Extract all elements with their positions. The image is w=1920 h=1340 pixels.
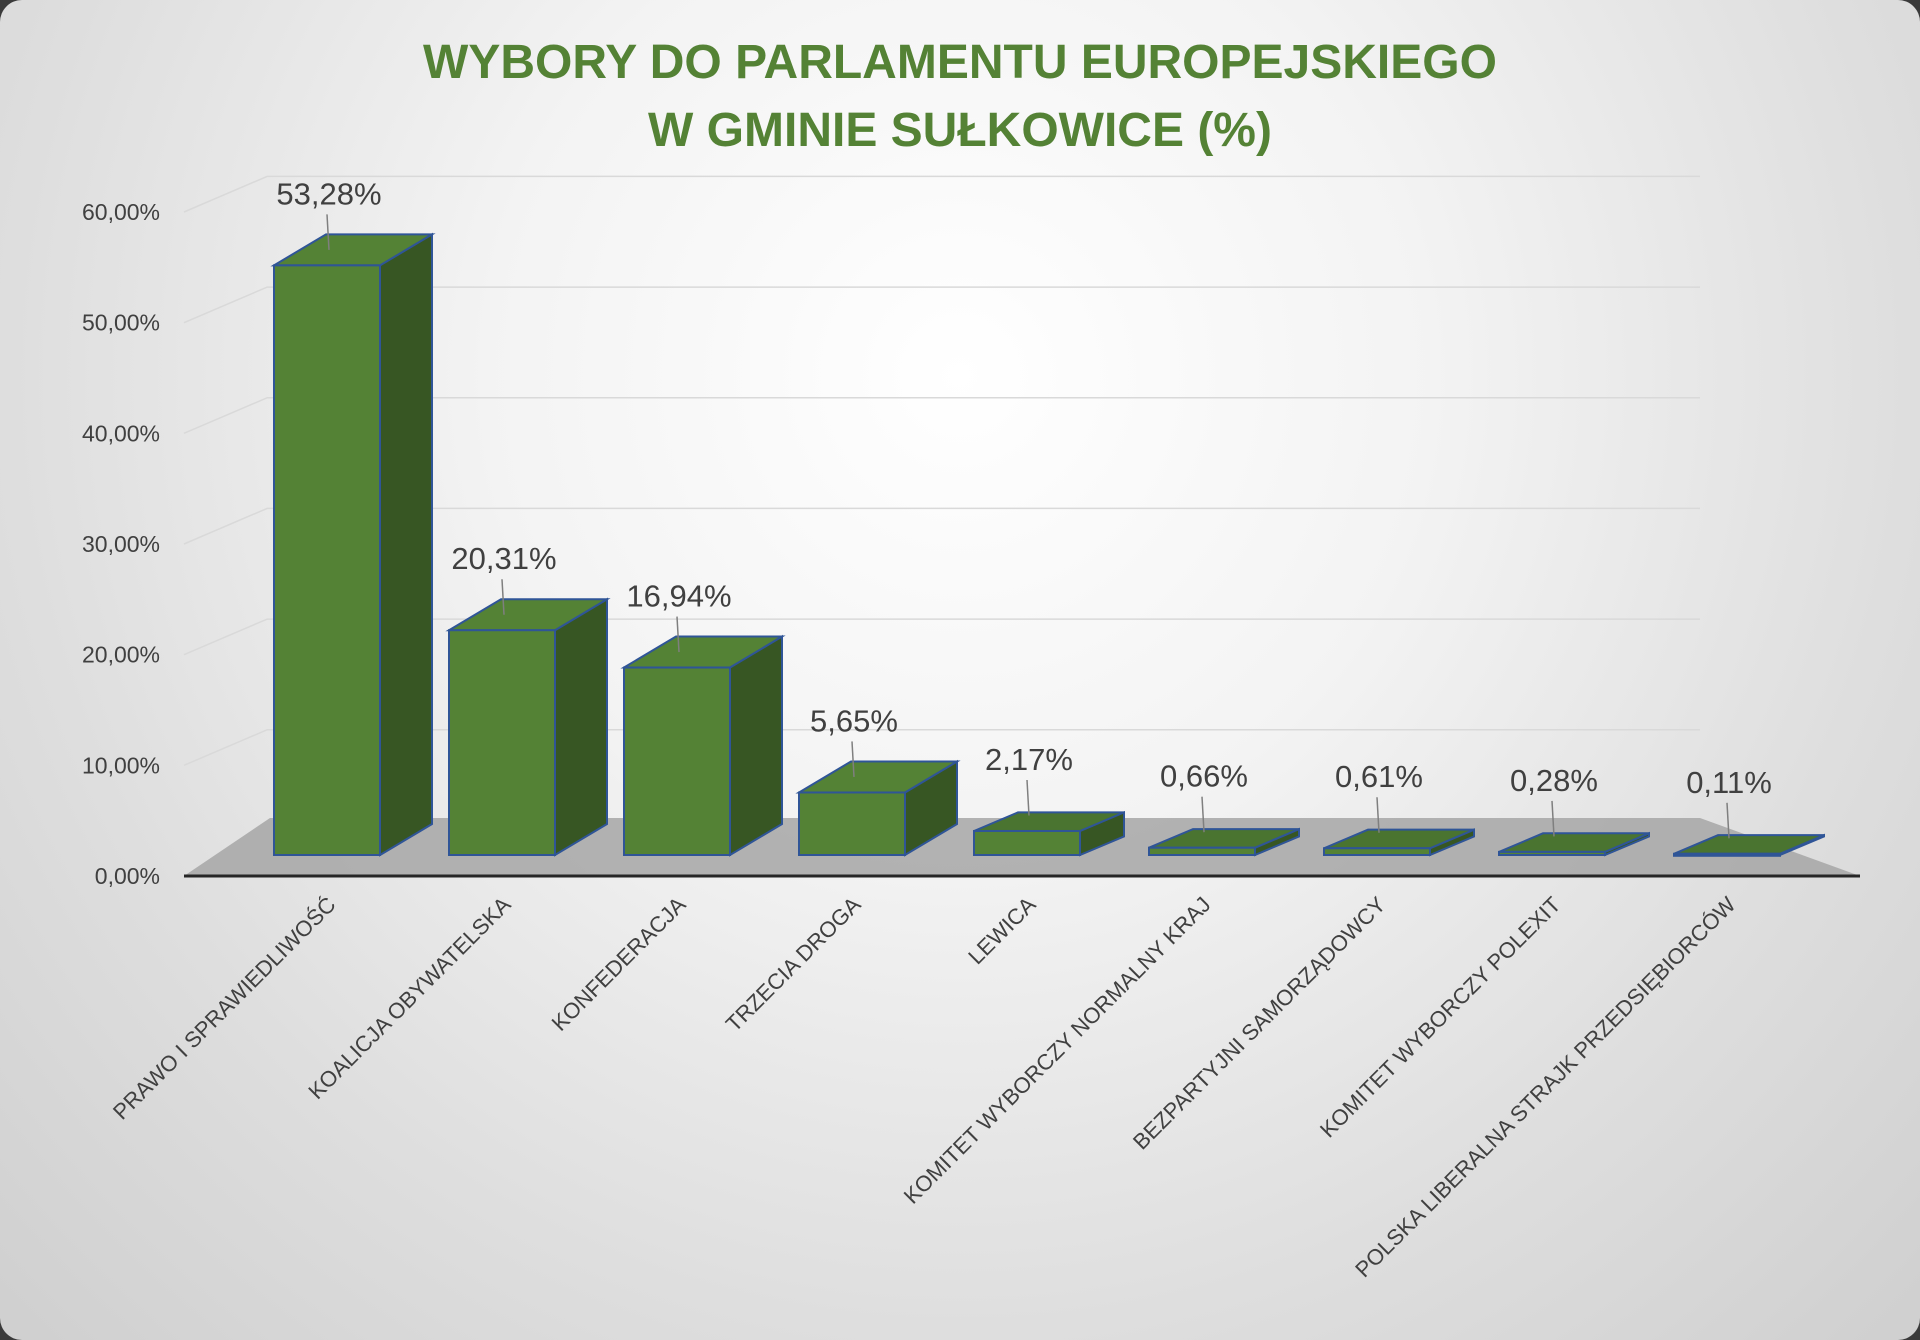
data-label: 0,61% — [1335, 759, 1423, 794]
data-label: 53,28% — [276, 176, 381, 211]
bar-front — [973, 829, 1081, 857]
bar — [620, 634, 786, 857]
y-tick-label: 0,00% — [95, 863, 160, 889]
data-label-leader — [1551, 800, 1555, 837]
bar — [1323, 828, 1475, 857]
x-tick-label: TRZECIA DROGA — [721, 892, 866, 1037]
bar-side — [554, 597, 608, 857]
data-labels: 53,28% 20,31% 16,94% 5,65% 2,17% 0,66% 0,61% 0,… — [276, 176, 1771, 799]
x-tick-label: KOMITET WYBORCZY NORMALNY KRAJ — [899, 892, 1216, 1209]
gridlines — [183, 175, 1700, 767]
y-tick-label: 20,00% — [82, 642, 160, 668]
data-label: 0,28% — [1510, 763, 1598, 798]
x-tick-label: LEWICA — [963, 892, 1041, 970]
bar — [1148, 827, 1300, 857]
data-label-leaders — [326, 214, 1730, 839]
bar — [445, 597, 611, 857]
bar — [1673, 833, 1825, 857]
chart-title-line-1: WYBORY DO PARLAMENTU EUROPEJSKIEGO — [423, 36, 1497, 89]
bar-front — [273, 264, 381, 857]
chart-title: WYBORY DO PARLAMENTU EUROPEJSKIEGO W GMI… — [423, 36, 1497, 157]
gridline — [183, 618, 1700, 656]
bar-side — [729, 634, 783, 857]
gridline — [183, 507, 1700, 545]
data-label-leader — [1726, 802, 1730, 839]
y-tick-label: 10,00% — [82, 752, 160, 778]
bar — [795, 759, 961, 857]
data-label-leader — [851, 741, 855, 778]
gridline — [183, 728, 1700, 767]
data-label-leader — [1201, 796, 1205, 833]
y-tick-label: 50,00% — [82, 310, 160, 336]
bar-front — [1323, 847, 1431, 856]
bar-side — [379, 232, 433, 857]
data-label: 16,94% — [626, 579, 731, 614]
y-axis-ticks: 0,00% 10,00% 20,00% 30,00% 40,00% 50,00% 60,00… — [82, 199, 160, 889]
data-label: 0,66% — [1160, 759, 1248, 794]
bars — [270, 232, 1825, 857]
bar — [270, 232, 436, 857]
data-label: 2,17% — [985, 742, 1073, 777]
bar-front — [1498, 850, 1606, 856]
bar — [973, 810, 1125, 857]
gridline — [183, 396, 1700, 435]
x-tick-label: KONFEDERACJA — [547, 892, 691, 1036]
data-label-leader — [501, 579, 505, 615]
y-tick-label: 40,00% — [82, 420, 160, 446]
data-label-leader — [1376, 797, 1380, 833]
gridline — [183, 286, 1700, 324]
bar-front — [1148, 846, 1256, 856]
data-label-leader — [676, 616, 680, 653]
chart-title-line-2: W GMINIE SUŁKOWICE (%) — [648, 104, 1272, 157]
x-tick-label: POLSKA LIBERALNA STRAJK PRZEDSIĘBIORCÓW — [1350, 892, 1740, 1282]
data-label: 0,11% — [1686, 765, 1772, 800]
bar-front — [623, 666, 731, 856]
x-tick-label: KOALICJA OBYWATELSKA — [303, 892, 515, 1104]
data-label: 5,65% — [810, 703, 898, 738]
data-label-leader — [326, 214, 330, 250]
bar-front — [1673, 852, 1781, 857]
y-tick-label: 60,00% — [82, 199, 160, 225]
bar-front — [448, 629, 556, 857]
gridline — [183, 175, 1700, 213]
data-label-leader — [1026, 779, 1030, 816]
bar — [1498, 831, 1650, 857]
data-label: 20,31% — [451, 541, 556, 576]
y-tick-label: 30,00% — [82, 531, 160, 557]
bar-front — [798, 791, 906, 856]
